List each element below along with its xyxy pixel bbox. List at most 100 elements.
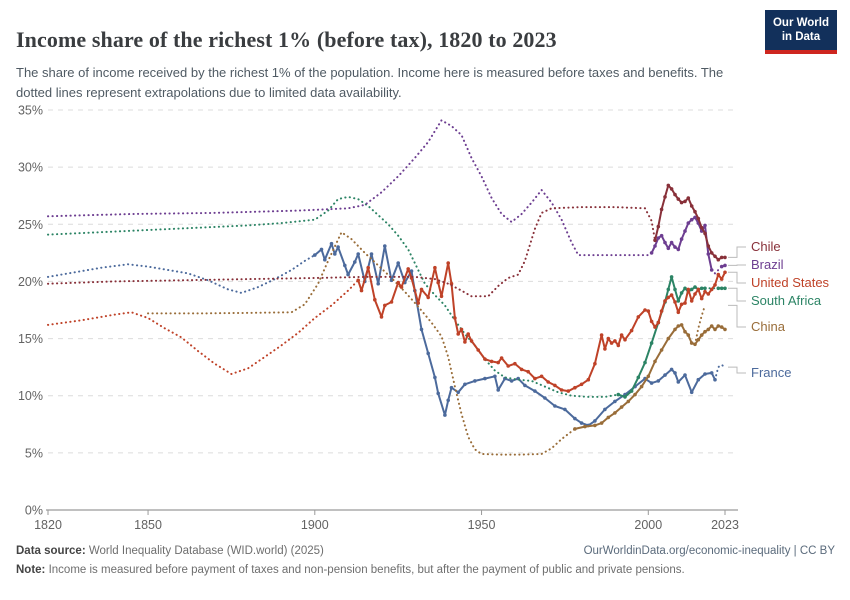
series-marker-united-states (439, 294, 444, 299)
owid-logo[interactable]: Our World in Data (764, 10, 837, 54)
series-marker-brazil (676, 247, 681, 252)
y-tick-label-5: 5% (25, 446, 43, 460)
series-marker-chile (709, 251, 714, 255)
series-marker-chile (693, 209, 697, 214)
series-marker-chile (689, 204, 694, 208)
series-marker-united-states (586, 377, 591, 382)
series-marker-france (346, 272, 350, 277)
series-marker-france (509, 379, 514, 383)
series-marker-brazil (653, 244, 657, 248)
series-marker-united-states (449, 281, 454, 286)
series-marker-france (663, 373, 667, 377)
series-marker-south-africa (643, 360, 647, 365)
legend-label-brazil[interactable]: Brazil (751, 257, 784, 272)
series-marker-china (706, 327, 711, 332)
series-marker-south-africa (673, 287, 677, 292)
series-marker-united-states (593, 361, 597, 366)
series-marker-united-states (379, 315, 384, 319)
series-marker-united-states (526, 369, 530, 374)
series-marker-united-states (719, 277, 724, 281)
series-marker-united-states (669, 293, 674, 297)
series-marker-united-states (706, 292, 711, 296)
series-marker-united-states (469, 339, 474, 343)
series-line-china-seg2-dotted[interactable] (694, 304, 706, 346)
series-marker-brazil (649, 251, 654, 255)
series-marker-united-states (546, 380, 550, 384)
series-marker-united-states (699, 296, 704, 301)
series-marker-france (419, 327, 424, 332)
series-marker-brazil (719, 264, 724, 269)
series-marker-france (376, 281, 381, 286)
series-marker-united-states (466, 332, 471, 336)
series-marker-france (343, 263, 347, 268)
series-marker-france (496, 388, 501, 392)
series-marker-brazil (673, 245, 677, 249)
legend-connector-france (728, 366, 746, 374)
series-line-brazil-seg0-dotted[interactable] (47, 119, 653, 257)
series-marker-china (716, 324, 721, 328)
series-line-united-states-seg0-dotted[interactable] (47, 279, 360, 375)
series-marker-france (443, 413, 447, 417)
legend-label-united-states[interactable]: United States (751, 275, 830, 290)
series-marker-china (699, 333, 704, 337)
series-line-brazil-seg1-solid[interactable] (650, 216, 713, 271)
legend-label-china[interactable]: China (751, 319, 785, 334)
series-marker-south-africa (676, 299, 681, 303)
series-marker-france (433, 375, 437, 380)
series-marker-united-states (696, 287, 701, 292)
series-marker-china (696, 337, 701, 342)
series-marker-united-states (489, 359, 494, 364)
series-marker-south-africa (679, 291, 684, 295)
series-marker-united-states (713, 283, 717, 287)
series-marker-france (543, 396, 547, 400)
series-marker-france (319, 247, 324, 252)
legend-label-south-africa[interactable]: South Africa (751, 293, 822, 308)
series-marker-china (689, 341, 694, 345)
series-marker-south-africa (629, 389, 634, 393)
series-marker-united-states (716, 272, 721, 277)
legend-label-chile[interactable]: Chile (751, 239, 781, 254)
series-marker-chile (656, 224, 661, 229)
series-marker-france (473, 379, 477, 383)
series-marker-united-states (646, 309, 651, 313)
series-marker-france (383, 244, 387, 248)
series-marker-china (639, 384, 644, 389)
series-marker-chile (699, 225, 704, 230)
series-marker-united-states (599, 333, 604, 337)
series-marker-chile (683, 199, 687, 204)
series-marker-united-states (573, 385, 577, 390)
series-line-chile-seg0-dotted[interactable] (47, 206, 656, 298)
series-marker-united-states (453, 316, 457, 320)
series-marker-china (659, 348, 664, 352)
series-line-china-seg0-dotted[interactable] (147, 231, 576, 456)
series-marker-united-states (629, 328, 634, 333)
series-marker-south-africa (636, 375, 641, 380)
series-marker-united-states (513, 361, 517, 366)
legend-label-france[interactable]: France (751, 365, 792, 380)
y-tick-label-25: 25% (18, 218, 43, 232)
series-marker-united-states (673, 300, 677, 304)
series-marker-chile (666, 183, 671, 188)
series-marker-united-states (359, 288, 364, 293)
x-tick-label-1820: 1820 (34, 518, 62, 532)
series-marker-united-states (559, 388, 564, 392)
series-marker-china (626, 399, 631, 404)
series-marker-south-africa (719, 286, 724, 291)
series-marker-france (369, 252, 374, 256)
series-marker-united-states (656, 320, 661, 325)
series-marker-united-states (446, 261, 451, 265)
series-marker-france (436, 391, 441, 396)
series-marker-chile (696, 216, 701, 221)
series-marker-china (646, 374, 651, 379)
series-marker-united-states (433, 265, 437, 270)
series-line-south-africa-seg0-dotted[interactable] (47, 195, 620, 398)
series-marker-france (336, 245, 340, 249)
series-line-france-seg0-dotted[interactable] (47, 254, 316, 294)
series-marker-united-states (389, 300, 394, 304)
series-line-chile-seg1-solid[interactable] (654, 184, 725, 261)
series-line-france-seg2-dotted[interactable] (714, 363, 726, 381)
series-marker-south-africa (723, 286, 727, 291)
owid-link[interactable]: OurWorldinData.org/economic-inequality |… (583, 545, 835, 557)
series-marker-south-africa (649, 341, 654, 345)
series-marker-chile (679, 200, 684, 205)
